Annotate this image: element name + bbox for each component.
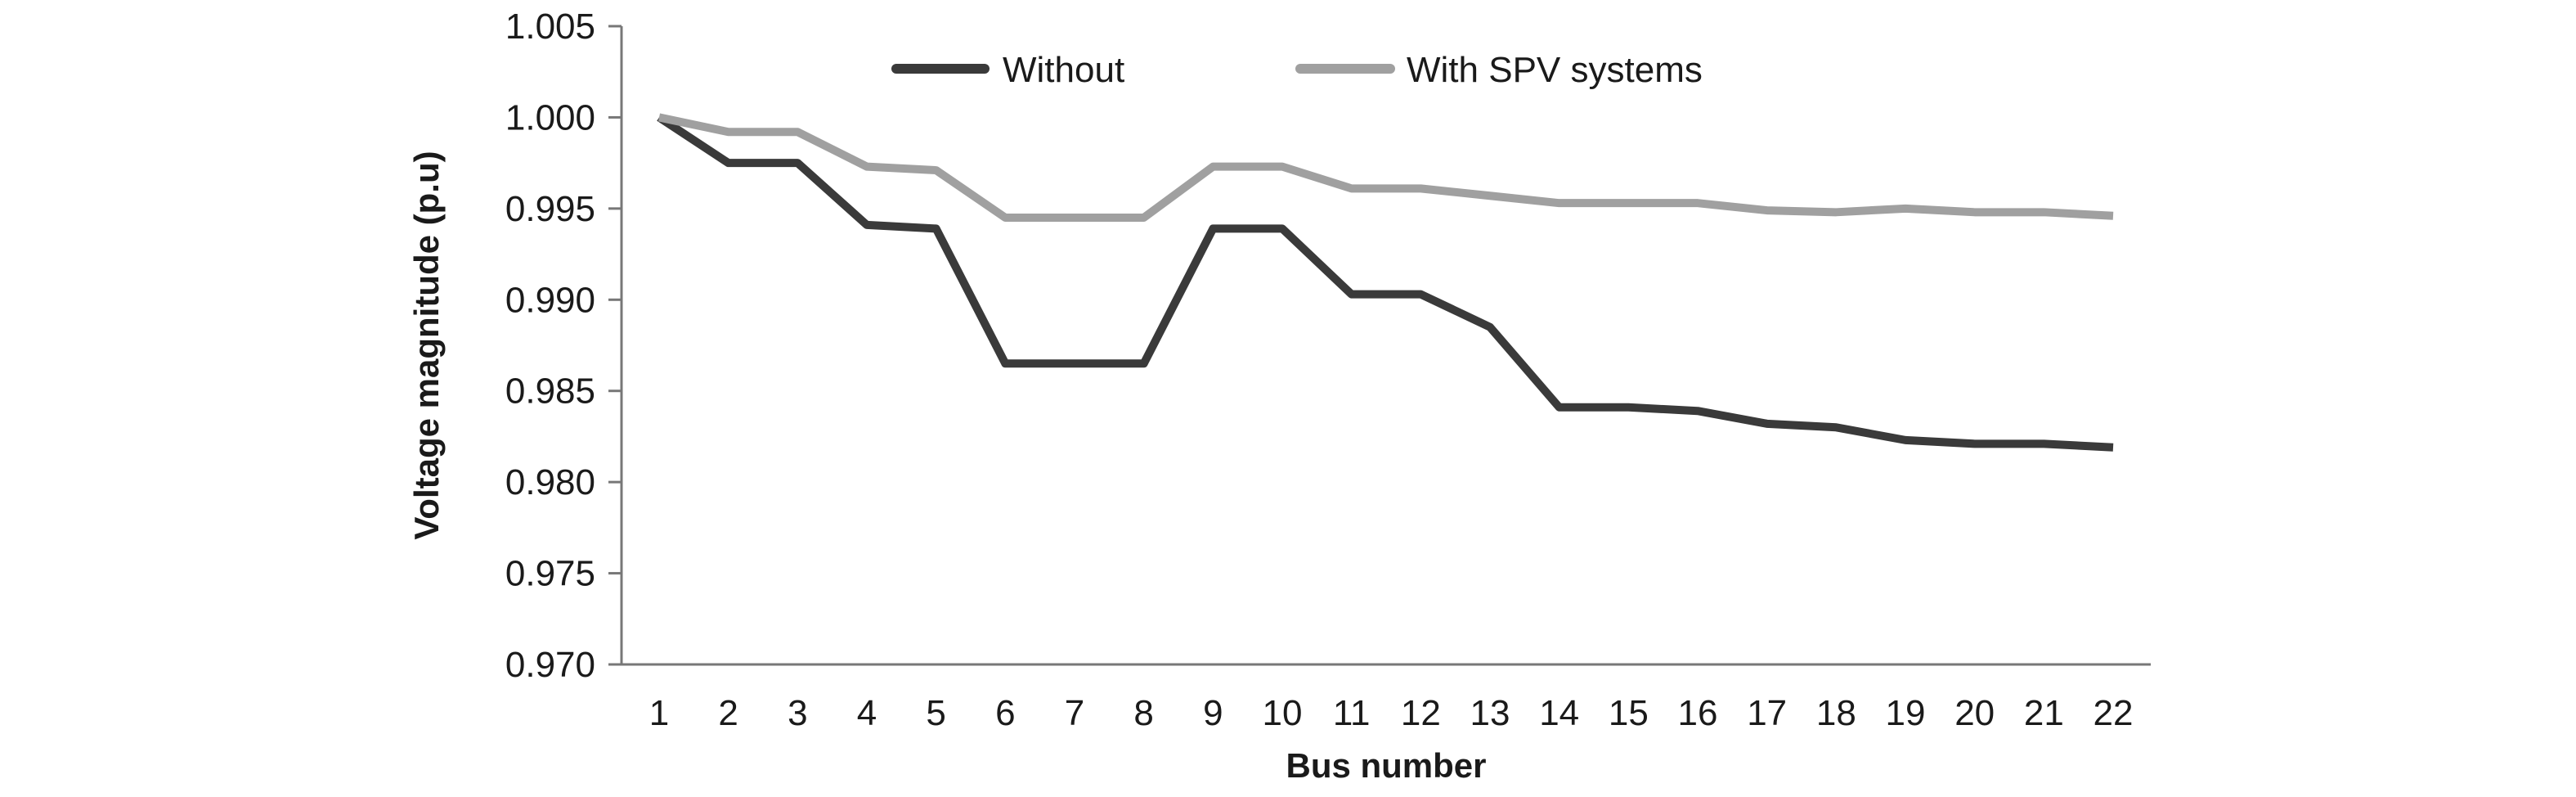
- y-tick-label: 0.990: [505, 280, 595, 320]
- x-tick-label: 22: [2094, 693, 2134, 733]
- x-tick-label: 9: [1203, 693, 1223, 733]
- x-tick-label: 17: [1747, 693, 1787, 733]
- x-tick-label: 3: [788, 693, 807, 733]
- legend-label: With SPV systems: [1407, 50, 1703, 90]
- x-tick-label: 14: [1539, 693, 1579, 733]
- x-tick-label: 6: [995, 693, 1015, 733]
- x-tick-label: 2: [718, 693, 738, 733]
- y-tick-label: 0.980: [505, 462, 595, 502]
- x-tick-label: 10: [1263, 693, 1303, 733]
- x-tick-label: 5: [926, 693, 945, 733]
- x-tick-label: 1: [649, 693, 669, 733]
- series-line-without: [657, 114, 2114, 452]
- y-tick-label: 1.005: [505, 7, 595, 47]
- y-axis-ticks: 0.970 0.975 0.980 0.985 0.990 0.995 1.000 1.005: [505, 7, 622, 685]
- x-axis-label: Bus number: [1286, 746, 1486, 785]
- x-tick-label: 20: [1954, 693, 1995, 733]
- y-tick-label: 0.985: [505, 371, 595, 412]
- x-tick-label: 12: [1401, 693, 1441, 733]
- x-tick-label: 8: [1133, 693, 1153, 733]
- y-tick-label: 0.970: [505, 645, 595, 685]
- x-tick-label: 21: [2024, 693, 2064, 733]
- y-axis-label: Voltage magnitude (p.u): [407, 151, 446, 539]
- x-axis-ticks: 1 2 3 4 5 6 7 8 9 10 11 12 13 14 15 16 17 18 19 20 21 22: [649, 693, 2134, 733]
- legend: Without With SPV systems: [891, 50, 1703, 90]
- x-tick-label: 19: [1886, 693, 1926, 733]
- y-tick-label: 1.000: [505, 97, 595, 137]
- x-tick-label: 15: [1609, 693, 1649, 733]
- x-tick-label: 4: [857, 693, 877, 733]
- series-line-with-spv: [657, 113, 2114, 222]
- x-tick-label: 11: [1333, 693, 1371, 733]
- y-tick-label: 0.975: [505, 554, 595, 594]
- y-tick-label: 0.995: [505, 189, 595, 229]
- x-tick-label: 13: [1470, 693, 1510, 733]
- x-tick-label: 7: [1065, 693, 1084, 733]
- series-lines: [657, 113, 2114, 452]
- x-tick-label: 16: [1678, 693, 1718, 733]
- legend-label: Without: [1003, 50, 1124, 90]
- x-tick-label: 18: [1816, 693, 1856, 733]
